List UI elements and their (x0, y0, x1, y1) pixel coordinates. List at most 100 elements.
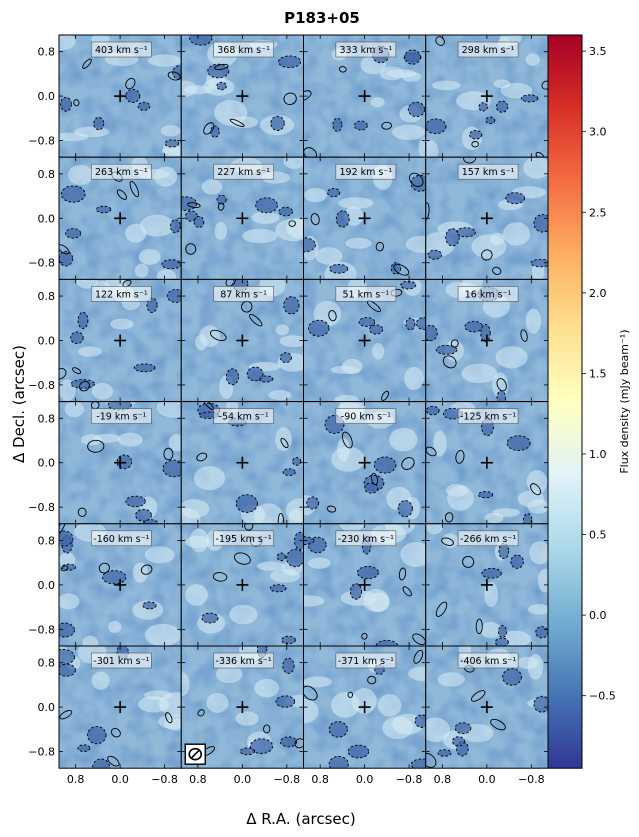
y-tick-label: −0.8 (28, 135, 55, 148)
negative-contour (328, 755, 349, 769)
panel: 227 km s⁻¹ (180, 156, 304, 280)
bright-region (377, 694, 402, 717)
velocity-label-box (335, 41, 397, 58)
dark-region (496, 101, 508, 113)
dark-region (108, 401, 132, 411)
negative-contour (59, 622, 75, 638)
bright-region (279, 335, 304, 348)
positive-contour (129, 180, 139, 198)
bright-region (315, 247, 343, 265)
velocity-label-box (91, 652, 152, 669)
dark-region (143, 519, 159, 524)
dark-region (216, 82, 227, 90)
velocity-label-box (335, 652, 397, 669)
bright-region (338, 197, 374, 209)
bright-region (283, 157, 304, 169)
bright-region (156, 401, 182, 418)
positive-contour (371, 472, 378, 486)
negative-contour (324, 414, 345, 434)
bright-region (59, 593, 80, 610)
x-tick-label: 0.8 (311, 773, 329, 786)
x-tick-label: 0.0 (111, 773, 129, 786)
y-tick-label: 0.0 (38, 335, 56, 348)
y-axis-label: Δ Decl. (arcsec) (10, 345, 28, 463)
negative-contour (533, 214, 548, 233)
positive-contour (122, 279, 132, 288)
positive-contour (196, 452, 208, 462)
y-tick-label: 0.8 (38, 46, 56, 59)
velocity-label-box (213, 41, 274, 58)
negative-contour (225, 368, 240, 386)
negative-contour (356, 566, 379, 580)
bright-region (529, 541, 548, 565)
negative-contour (77, 744, 91, 753)
dark-region (357, 566, 379, 579)
negative-contour (404, 49, 421, 65)
dark-region (282, 658, 295, 674)
panel: -19 km s⁻¹ (58, 401, 182, 525)
bright-region (216, 665, 243, 684)
negative-contour (495, 100, 509, 113)
panel: 16 km s⁻¹ (425, 278, 549, 403)
dark-region (427, 250, 442, 260)
bright-region (425, 717, 450, 743)
velocity-label: -301 km s⁻¹ (93, 656, 149, 667)
dark-region (217, 195, 227, 205)
dark-region (437, 749, 452, 757)
y-tick-label: 0.0 (38, 701, 56, 714)
negative-contour (349, 583, 363, 600)
bright-region (154, 166, 178, 187)
bright-region (432, 80, 461, 91)
velocity-label-box (457, 652, 519, 669)
velocity-label-box (335, 530, 397, 547)
negative-contour (347, 744, 370, 759)
dark-region (369, 324, 383, 335)
dark-region (329, 756, 349, 769)
bright-region (67, 164, 93, 185)
positive-contour (77, 507, 87, 517)
negative-contour (61, 563, 77, 571)
positive-contour (98, 562, 110, 574)
negative-contour (102, 570, 127, 585)
dark-region (164, 139, 179, 148)
bright-region (168, 434, 182, 452)
panel: 403 km s⁻¹ (58, 34, 182, 158)
bright-region (268, 389, 292, 401)
negative-contour (87, 726, 107, 745)
positive-contour (520, 329, 528, 342)
velocity-label-box (91, 408, 152, 424)
negative-contour (369, 324, 384, 335)
bright-region (269, 568, 301, 583)
dark-region (306, 496, 319, 510)
positive-contour (107, 755, 120, 767)
panel: 333 km s⁻¹ (303, 34, 427, 158)
negative-contour (116, 454, 133, 470)
velocity-label: 16 km s⁻¹ (465, 289, 512, 300)
positive-contour (79, 380, 90, 392)
negative-contour (494, 637, 509, 646)
x-tick-label: 0.8 (189, 773, 207, 786)
dark-region (410, 175, 426, 192)
dark-region (277, 552, 286, 561)
negative-contour (280, 736, 298, 748)
negative-contour (426, 405, 440, 416)
negative-contour (258, 375, 274, 383)
negative-contour (286, 548, 304, 568)
dark-region (350, 583, 362, 600)
negative-contour (146, 297, 158, 313)
negative-contour (303, 237, 316, 253)
panel: -195 km s⁻¹ (180, 523, 304, 647)
negative-contour (77, 311, 89, 329)
positive-contour (455, 449, 465, 464)
positive-contour (59, 368, 67, 380)
velocity-label: -160 km s⁻¹ (93, 534, 149, 545)
dark-region (426, 406, 440, 415)
positive-contour (59, 710, 73, 720)
positive-contour (326, 505, 337, 513)
dark-region (481, 568, 502, 579)
dark-region (495, 638, 509, 646)
positive-contour (412, 633, 426, 646)
negative-contour (435, 344, 458, 355)
dark-region (521, 94, 538, 102)
